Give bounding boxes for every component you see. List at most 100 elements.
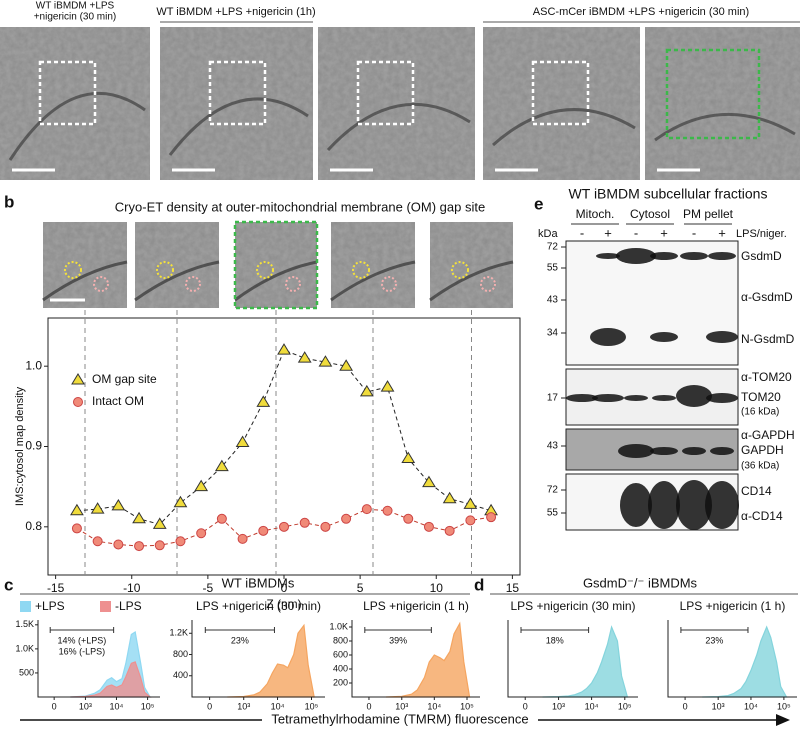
panel-label: e — [534, 194, 543, 213]
plot-title: LPS +nigericin (1 h) — [680, 599, 786, 613]
marker — [152, 517, 167, 529]
blot-label: N-GsdmD — [741, 332, 795, 346]
y-tick-label: 600 — [333, 649, 348, 659]
x-tick-label: 10 — [430, 581, 444, 595]
x-tick-label: 0 — [523, 701, 528, 711]
band — [650, 332, 678, 342]
marker — [111, 498, 126, 511]
membrane — [8, 91, 146, 161]
legend-marker — [73, 397, 83, 407]
plot-title: LPS +nigericin (30 min) — [510, 599, 635, 613]
micrograph — [0, 27, 150, 180]
gate-label: 23% — [231, 635, 249, 645]
y-tick-label: 500 — [19, 667, 34, 677]
gate-label: 16% (-LPS) — [59, 646, 106, 656]
legend-label: Intact OM — [92, 394, 144, 408]
membrane — [654, 112, 796, 142]
membrane — [42, 260, 128, 302]
marker — [196, 528, 207, 539]
membrane — [330, 260, 416, 302]
x-tick-label: -5 — [203, 581, 214, 595]
marker — [442, 491, 457, 504]
treatment-label: LPS/niger. — [736, 228, 787, 240]
marker — [113, 539, 124, 550]
band — [708, 252, 736, 260]
blot-label: α-CD14 — [741, 509, 783, 523]
roi-box — [356, 60, 415, 126]
plot-frame — [47, 317, 521, 576]
legend-label: OM gap site — [92, 372, 157, 386]
membrane — [429, 260, 514, 302]
marker — [361, 504, 372, 515]
x-tick-label: 10⁴ — [110, 701, 124, 711]
membrane — [134, 260, 220, 302]
marker — [463, 497, 478, 509]
marker — [256, 395, 271, 407]
lane-label: + — [718, 225, 726, 240]
y-tick-label: 0.8 — [25, 519, 42, 533]
y-tick-label: 1.2K — [169, 628, 188, 638]
b-title: Cryo-ET density at outer-mitochondrial m… — [115, 199, 485, 214]
y-tick-label: 400 — [173, 670, 188, 680]
marker — [359, 384, 374, 397]
x-tick-label: 0 — [207, 701, 212, 711]
plot-title: LPS +nigericin (1 h) — [363, 599, 469, 613]
x-tick-label: 10⁵ — [777, 701, 791, 711]
legend-swatch — [100, 601, 111, 612]
band — [650, 252, 678, 260]
band — [648, 481, 680, 529]
panel-label: c — [4, 575, 13, 594]
marker-label: 34 — [547, 328, 559, 339]
x-tick-label: 10³ — [712, 701, 725, 711]
x-tick-label: 0 — [683, 701, 688, 711]
band — [680, 252, 708, 260]
membrane — [168, 97, 309, 156]
gate — [49, 627, 115, 633]
gap-marker — [156, 261, 174, 279]
x-tick-label: 0 — [366, 701, 371, 711]
band — [624, 395, 648, 401]
roi-box — [208, 60, 267, 126]
histogram — [70, 661, 152, 698]
band — [706, 393, 738, 403]
marker — [92, 536, 103, 547]
blot-label: (36 kDa) — [741, 461, 779, 472]
gap-marker — [64, 261, 82, 279]
x-tick-label: 10⁵ — [460, 701, 474, 711]
a-title: WT iBMDM +LPS — [36, 1, 115, 12]
marker — [380, 380, 395, 392]
marker — [320, 521, 331, 532]
a-title: WT iBMDM +LPS +nigericin (1h) — [156, 6, 315, 18]
x-tick-label: -10 — [123, 581, 141, 595]
x-tick-label: 0 — [281, 581, 288, 595]
gate — [680, 627, 749, 633]
marker — [134, 541, 145, 552]
membrane — [234, 260, 318, 302]
om-marker — [480, 276, 496, 292]
label-bg — [262, 712, 538, 728]
roi-box — [38, 60, 97, 126]
x-tick-label: 10³ — [395, 701, 408, 711]
a-title: ASC-mCer iBMDM +LPS +nigericin (30 min) — [533, 6, 749, 18]
x-axis-label: Z (nm) — [266, 597, 301, 611]
micrograph — [318, 27, 475, 180]
gap-marker — [451, 261, 469, 279]
marker-label: 55 — [547, 263, 559, 274]
band — [705, 481, 739, 529]
blot — [565, 428, 739, 471]
blot — [565, 240, 739, 366]
band — [618, 444, 654, 458]
blot-label: GAPDH — [741, 443, 784, 457]
blot-label: TOM20 — [741, 390, 781, 404]
e-title: WT iBMDM subcellular fractions — [569, 186, 768, 202]
band — [652, 395, 676, 401]
gate — [204, 627, 275, 633]
marker-label: 43 — [547, 441, 559, 452]
blot-label: (16 kDa) — [741, 407, 779, 418]
axes — [507, 620, 638, 698]
series-line — [76, 349, 492, 525]
band — [596, 253, 620, 259]
marker — [341, 513, 352, 524]
